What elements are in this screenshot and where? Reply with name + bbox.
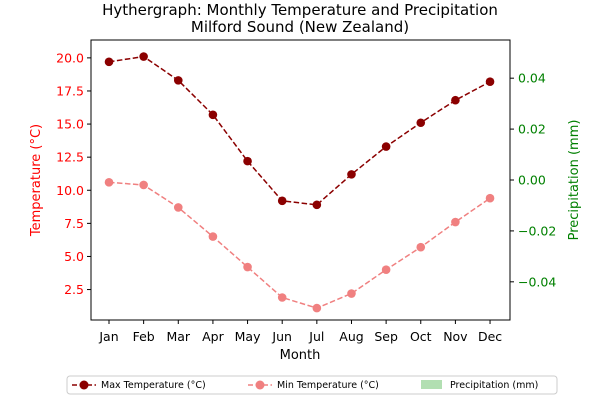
series-layer [104,52,495,313]
right-tick-label: −0.02 [518,223,556,238]
max-temp-point [208,110,218,120]
min-temp-point [139,180,148,190]
legend-label-min: Min Temperature (°C) [277,380,379,391]
max-temp-point [243,156,252,166]
x-tick-label-jun: Jun [271,329,292,344]
plot-area-frame [90,39,511,321]
x-axis-label: Month [280,348,321,363]
min-temp-point [347,289,356,298]
min-temp-point [416,242,426,252]
max-temp-point [139,52,148,61]
min-temp-point [104,178,114,187]
chart-title: Hythergraph: Monthly Temperature and Pre… [102,1,498,19]
left-tick-label: 2.5 [64,282,84,297]
legend-item-precip: Precipitation (mm) [421,380,538,391]
min-temp-point [451,217,460,227]
min-temp-point [485,193,495,203]
max-temp-point [451,95,460,105]
min-temp-line [108,181,491,309]
max-temp-point [485,77,495,87]
left-tick-label: 12.5 [56,150,84,165]
legend-item-max: Max Temperature (°C) [72,380,206,391]
x-tick-label-jul: Jul [308,329,324,344]
min-temp-point [243,262,252,272]
chart-subtitle: Milford Sound (New Zealand) [191,18,409,36]
x-tick-label-feb: Feb [133,329,155,344]
max-temp-point [312,200,322,210]
legend: Max Temperature (°C) Min Temperature (°C… [66,375,558,395]
legend-marker-min [255,380,265,390]
legend-label-precip: Precipitation (mm) [450,380,538,391]
max-temp-point [416,118,426,128]
x-tick-label-mar: Mar [166,329,190,344]
x-tick-label-dec: Dec [478,329,502,344]
x-tick-label-nov: Nov [443,329,468,344]
legend-swatch-precip [421,380,442,389]
x-tick-label-apr: Apr [202,329,224,344]
left-tick-label: 17.5 [56,83,84,98]
left-axis-ticks: 2.5 5.0 7.5 10.0 12.5 15.0 17.5 20.0 [56,50,91,297]
legend-item-min: Min Temperature (°C) [248,380,379,391]
right-tick-label: −0.04 [518,274,556,289]
max-temp-point [104,57,114,67]
left-tick-label: 15.0 [56,117,84,132]
left-tick-label: 20.0 [56,50,84,65]
x-tick-label-jan: Jan [98,329,118,344]
legend-label-max: Max Temperature (°C) [101,380,206,391]
legend-marker-max [79,380,89,390]
x-axis-ticks: Jan Feb Mar Apr May Jun Jul Aug Sep Oct Nov Dec [98,320,502,344]
min-temp-point [277,293,287,302]
min-temp-point [173,203,183,212]
min-temp-point [312,303,322,313]
min-temp-point [381,265,391,274]
x-tick-label-aug: Aug [339,329,363,344]
left-tick-label: 10.0 [56,183,84,198]
y-axis-right-label: Precipitation (mm) [567,120,582,241]
left-tick-label: 7.5 [64,216,84,231]
max-temp-line [108,55,491,206]
right-tick-label: 0.00 [518,173,546,188]
x-tick-label-may: May [235,329,261,344]
x-tick-label-oct: Oct [410,329,432,344]
max-temp-point [347,170,356,179]
max-temp-point [277,196,287,206]
x-tick-label-sep: Sep [374,329,398,344]
right-tick-label: 0.04 [518,71,546,86]
y-axis-left-label: Temperature (°C) [29,124,44,237]
max-temp-point [381,142,391,151]
min-temp-point [208,232,218,241]
max-temp-point [173,76,183,85]
right-tick-label: 0.02 [518,122,546,137]
right-axis-ticks: −0.04 −0.02 0.00 0.02 0.04 [510,71,556,289]
left-tick-label: 5.0 [64,249,84,264]
